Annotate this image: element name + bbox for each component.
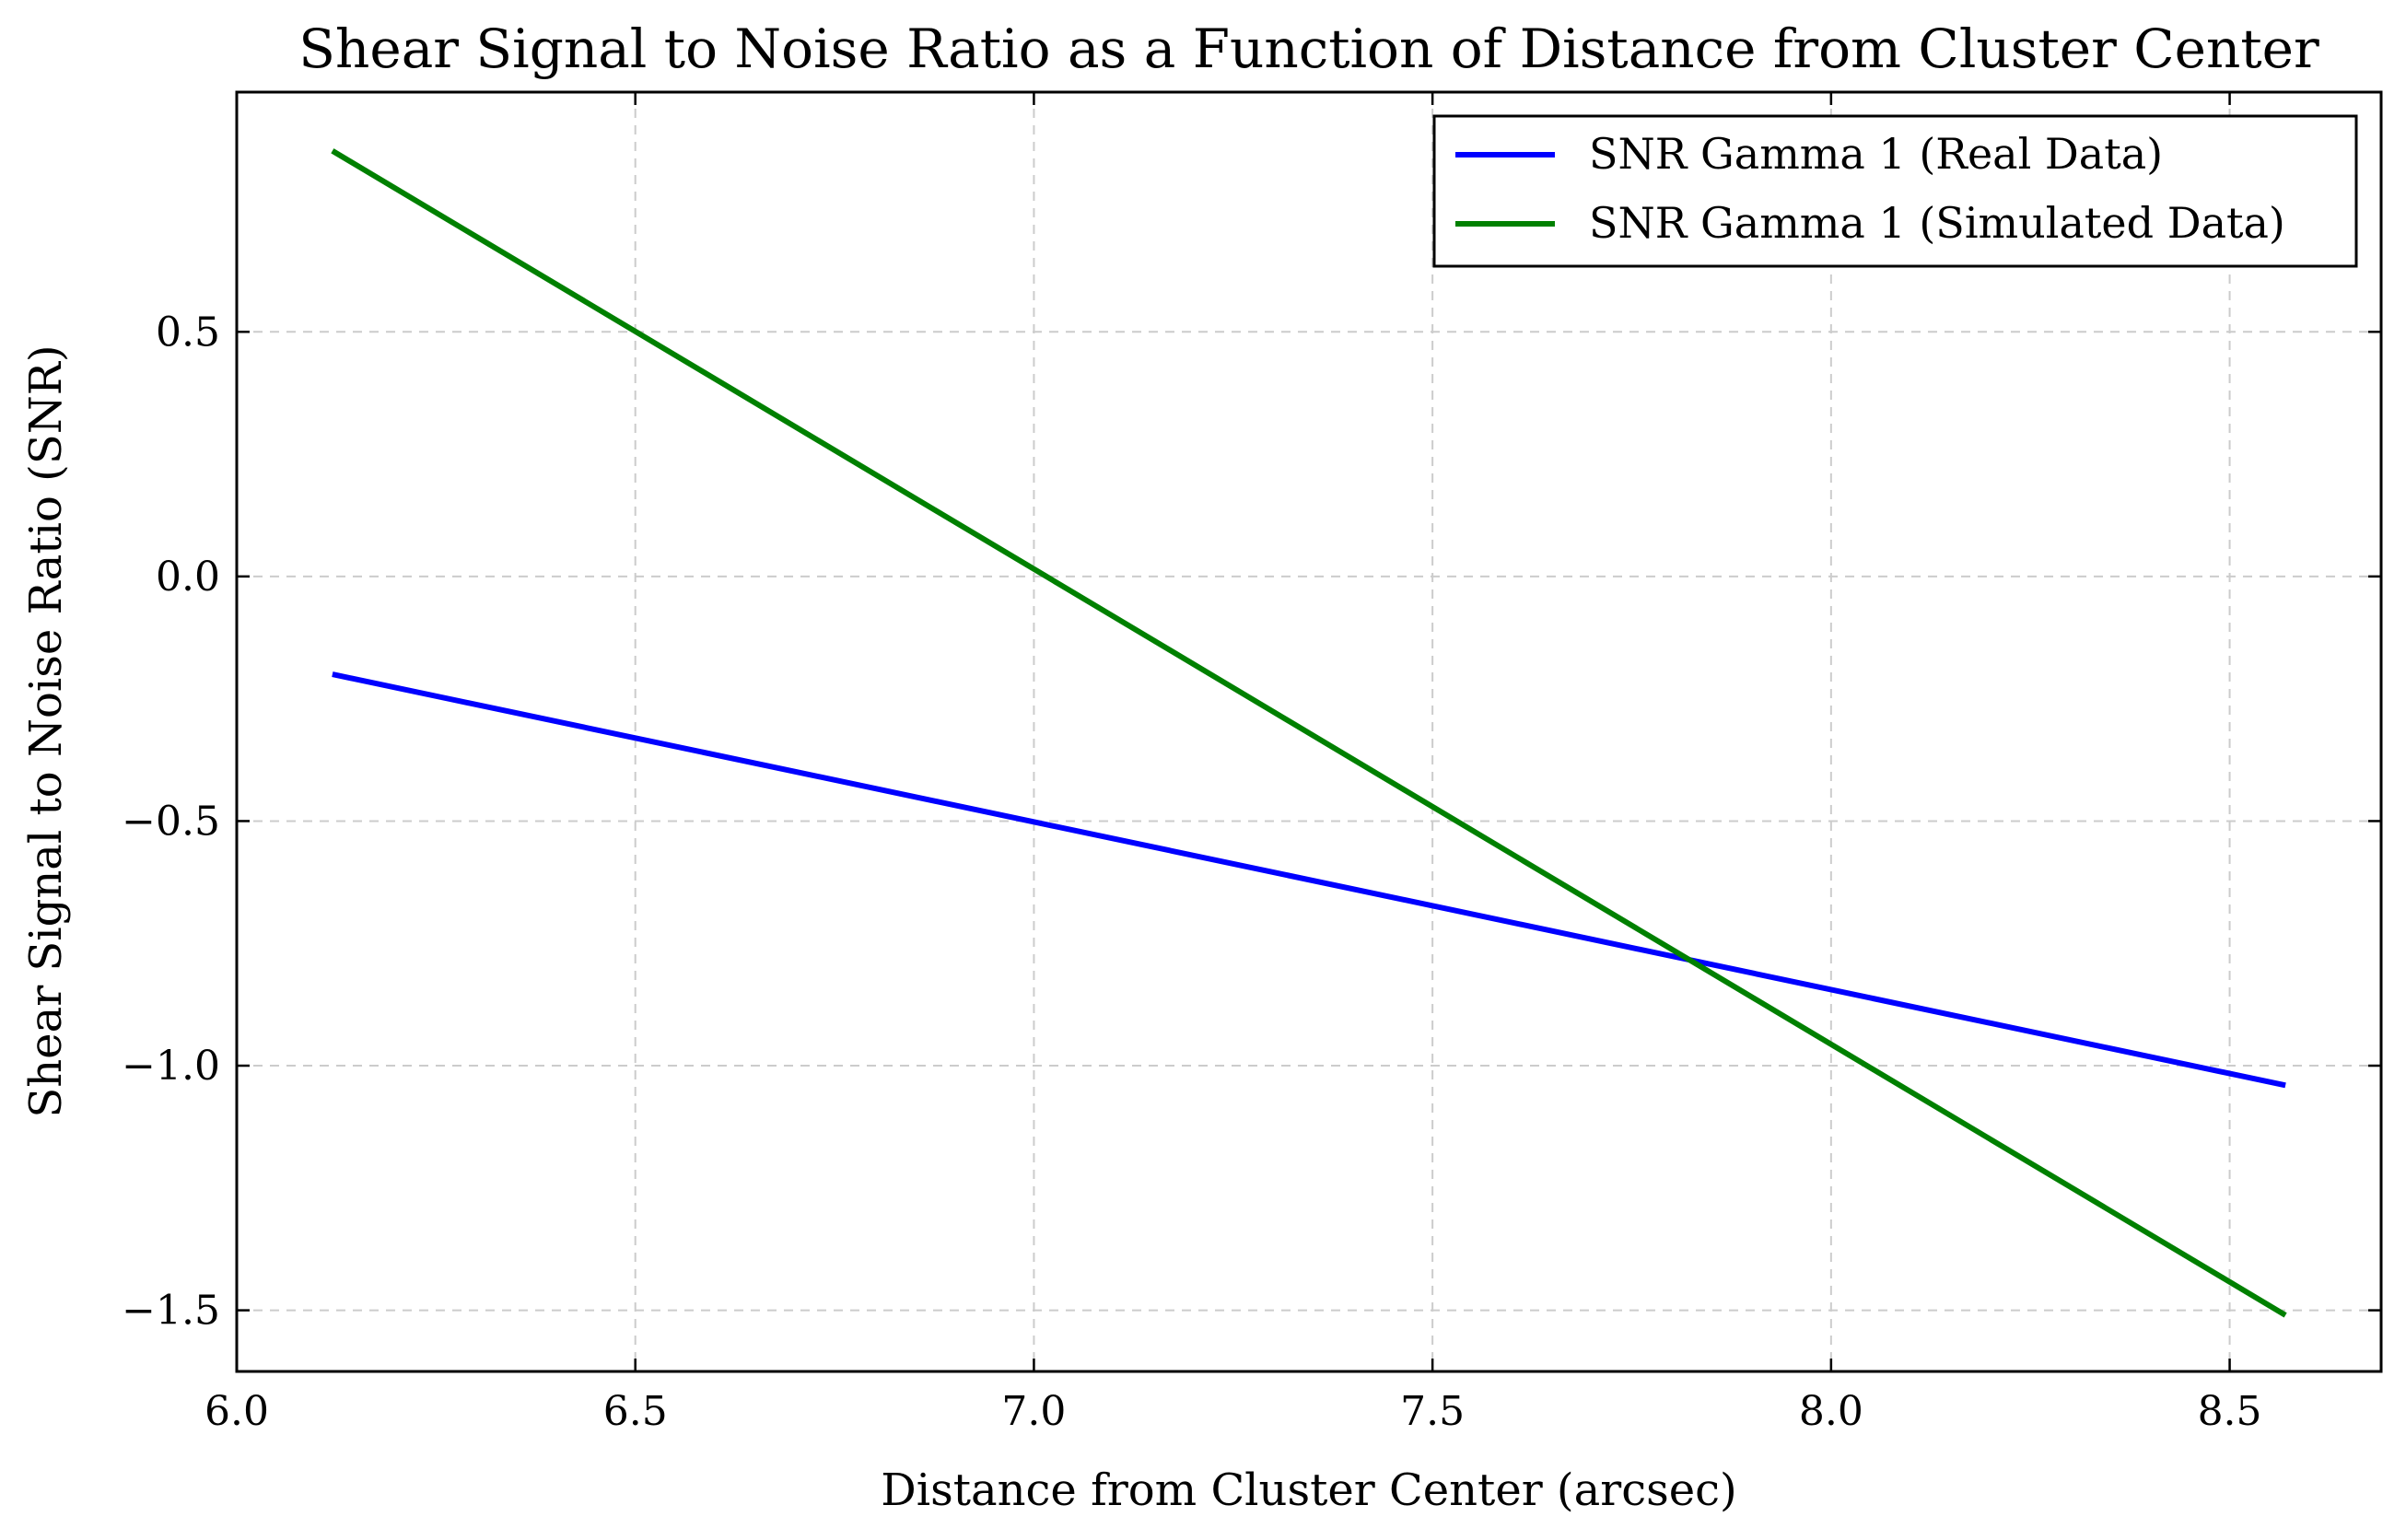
- y-tick-label: 0.0: [156, 554, 220, 601]
- y-tick-label: −1.5: [122, 1288, 220, 1335]
- x-tick-label: 8.0: [1799, 1388, 1863, 1435]
- y-tick-label: 0.5: [156, 309, 220, 356]
- series-line-1: [332, 671, 2286, 1089]
- plot-frame: [235, 90, 2383, 1373]
- x-tick-label: 6.5: [603, 1388, 668, 1435]
- x-tick-label: 6.0: [204, 1388, 269, 1435]
- legend-label-2: SNR Gamma 1 (Simulated Data): [1589, 198, 2285, 248]
- y-tick-label: −0.5: [122, 798, 220, 845]
- series-line-2: [331, 148, 2287, 1318]
- x-tick-label: 8.5: [2198, 1388, 2262, 1435]
- series-lines: [331, 148, 2287, 1318]
- axis-ticks: 6.0 6.5 7.0 7.5 8.0 8.5 −1.5 −1.0 −0.5 0.0 0.5: [122, 92, 2381, 1435]
- x-tick-label: 7.5: [1400, 1388, 1465, 1435]
- chart-title: Shear Signal to Noise Ratio as a Functio…: [298, 18, 2319, 80]
- legend-box: [1432, 114, 2358, 268]
- y-axis-label: Shear Signal to Noise Ratio (SNR): [20, 344, 72, 1117]
- x-tick-label: 7.0: [1001, 1388, 1066, 1435]
- legend: SNR Gamma 1 (Real Data) SNR Gamma 1 (Simu…: [1432, 114, 2358, 268]
- legend-label-1: SNR Gamma 1 (Real Data): [1589, 129, 2163, 179]
- y-tick-label: −1.0: [122, 1043, 220, 1090]
- x-axis-label: Distance from Cluster Center (arcsec): [881, 1464, 1737, 1516]
